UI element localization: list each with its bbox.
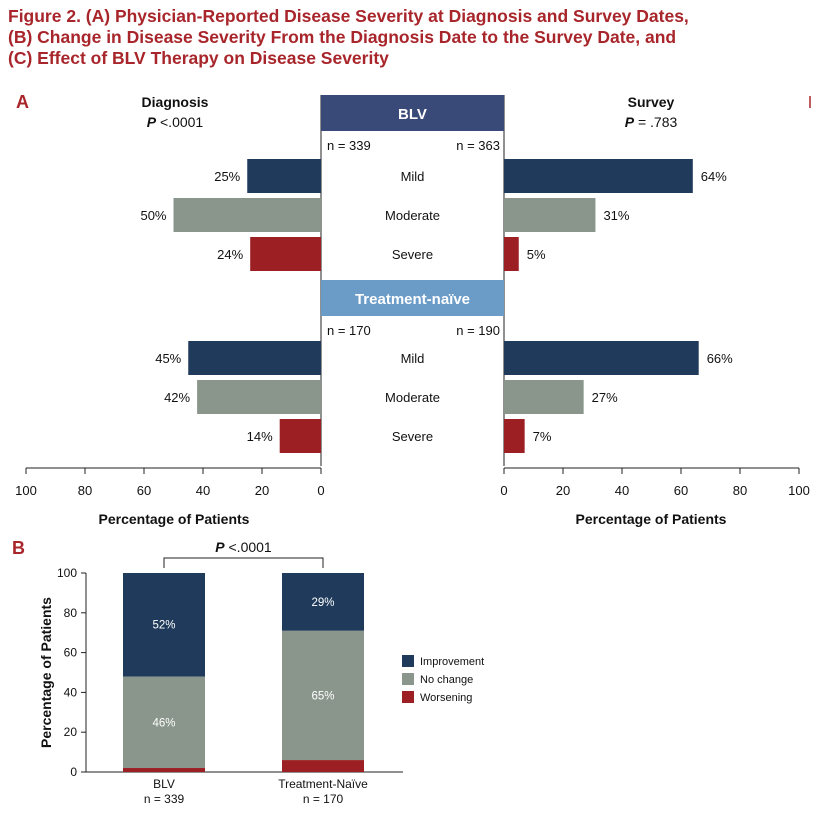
legend-label: Worsening: [420, 692, 472, 704]
segment-value-label: 46%: [152, 717, 175, 729]
left-x-tick-label: 20: [255, 483, 269, 498]
bar-right-severe: [504, 237, 519, 271]
right-x-tick-label: 80: [733, 483, 747, 498]
right-x-tick-label: 0: [500, 483, 507, 498]
bar-right-value: 64%: [701, 169, 727, 184]
segment-value-label: 52%: [152, 620, 175, 632]
figure-title-line: Figure 2. (A) Physician-Reported Disease…: [8, 6, 689, 26]
category-label: Moderate: [385, 390, 440, 405]
bar-left-value: 25%: [214, 169, 240, 184]
segment-value-label: 65%: [311, 690, 334, 702]
bar-left-value: 50%: [140, 208, 166, 223]
bar-left-moderate: [197, 380, 321, 414]
b-category-n: n = 339: [144, 792, 185, 806]
bar-right-value: 27%: [592, 390, 618, 405]
legend-swatch: [402, 691, 414, 703]
segment-value-label: 29%: [311, 597, 334, 609]
bar-left-severe: [279, 419, 321, 453]
bar-left-mild: [188, 341, 321, 375]
bar-left-mild: [247, 159, 321, 193]
group-header-label: Treatment-naïve: [355, 291, 470, 308]
bar-left-value: 42%: [164, 390, 190, 405]
left-x-tick-label: 80: [78, 483, 92, 498]
right-x-axis-title: Percentage of Patients: [576, 511, 727, 527]
left-x-tick-label: 60: [137, 483, 151, 498]
bar-right-value: 7%: [533, 429, 552, 444]
significance-bracket: [163, 557, 324, 568]
group-n-left: n = 339: [327, 138, 371, 153]
bar-right-value: 31%: [603, 208, 629, 223]
panel-label-a: A: [16, 92, 29, 112]
bar-right-moderate: [504, 198, 596, 232]
b-y-tick-label: 60: [64, 646, 78, 660]
stacked-segment-worsening: [123, 768, 205, 772]
b-category-label: BLV: [153, 777, 175, 791]
bar-right-value: 66%: [707, 351, 733, 366]
bar-right-mild: [504, 341, 699, 375]
left-x-tick-label: 100: [15, 483, 37, 498]
figure-title: Figure 2. (A) Physician-Reported Disease…: [8, 6, 808, 69]
figure-title-line: (C) Effect of BLV Therapy on Disease Sev…: [8, 48, 389, 68]
stacked-segment-no-change: [282, 630, 364, 761]
legend-label: No change: [420, 674, 473, 686]
bar-left-value: 14%: [247, 429, 273, 444]
group-header-naive: [321, 280, 504, 316]
legend-label: Improvement: [420, 656, 484, 668]
category-label: Mild: [401, 169, 425, 184]
bar-right-moderate: [504, 380, 584, 414]
b-y-tick-label: 20: [64, 725, 78, 739]
panel-label-b: B: [12, 538, 25, 558]
b-y-tick-label: 0: [70, 765, 77, 779]
left-x-axis-title: Percentage of Patients: [99, 511, 250, 527]
bar-left-value: 45%: [155, 351, 181, 366]
legend-swatch: [402, 673, 414, 685]
bar-right-severe: [504, 419, 525, 453]
diagnosis-heading: Diagnosis: [142, 94, 209, 110]
category-label: Severe: [392, 247, 433, 262]
bar-right-value: 5%: [527, 247, 546, 262]
bar-left-value: 24%: [217, 247, 243, 262]
right-x-tick-label: 60: [674, 483, 688, 498]
b-category-label: Treatment-Naïve: [278, 777, 368, 791]
group-n-right: n = 363: [456, 138, 500, 153]
stacked-segment-improvement: [282, 573, 364, 631]
b-p-value: P <.0001: [215, 539, 272, 555]
right-x-tick-label: 20: [556, 483, 570, 498]
category-label: Severe: [392, 429, 433, 444]
b-y-tick-label: 100: [57, 566, 77, 580]
b-category-n: n = 170: [303, 792, 344, 806]
stacked-segment-improvement: [123, 573, 205, 677]
group-header-blv: [321, 95, 504, 131]
category-label: Moderate: [385, 208, 440, 223]
figure-title-line: (B) Change in Disease Severity From the …: [8, 27, 677, 47]
b-y-tick-label: 40: [64, 685, 78, 699]
b-y-axis-title: Percentage of Patients: [38, 597, 54, 748]
legend-swatch: [402, 655, 414, 667]
group-n-right: n = 190: [456, 323, 500, 338]
stacked-segment-worsening: [282, 760, 364, 772]
bar-left-moderate: [173, 198, 321, 232]
group-n-left: n = 170: [327, 323, 371, 338]
right-x-tick-label: 40: [615, 483, 629, 498]
group-header-label: BLV: [398, 106, 427, 123]
left-x-tick-label: 0: [317, 483, 324, 498]
bar-right-mild: [504, 159, 693, 193]
bar-left-severe: [250, 237, 321, 271]
survey-p-value: P = .783: [625, 114, 678, 130]
stacked-segment-no-change: [123, 676, 205, 769]
b-y-tick-label: 80: [64, 606, 78, 620]
category-label: Mild: [401, 351, 425, 366]
right-x-tick-label: 100: [788, 483, 810, 498]
survey-heading: Survey: [628, 94, 675, 110]
diagnosis-p-value: P <.0001: [147, 114, 204, 130]
left-x-tick-label: 40: [196, 483, 210, 498]
